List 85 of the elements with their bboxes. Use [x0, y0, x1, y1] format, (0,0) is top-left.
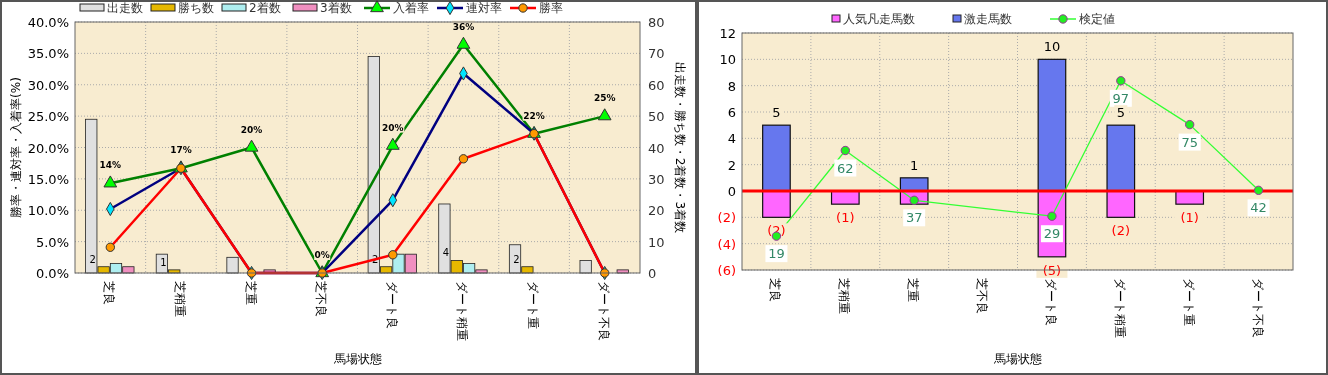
data-label: 5	[772, 105, 781, 121]
y2-tick-label: 40	[648, 140, 665, 156]
y-axis-title: 勝率・連対率・入着率(%)	[9, 77, 23, 218]
x-tick-label: ダート不良	[1250, 278, 1265, 338]
data-label: 1	[160, 256, 167, 268]
legend-label: 激走馬数	[964, 12, 1012, 26]
legend-label: 2着数	[249, 1, 281, 15]
legend-label: 連対率	[466, 1, 502, 15]
x-tick-label: ダート重	[1181, 278, 1196, 326]
data-label: 20%	[240, 124, 263, 135]
y-tick-label: 10.0%	[27, 203, 69, 219]
y2-tick-label: 10	[648, 234, 665, 250]
data-label: (1)	[836, 210, 855, 226]
y2-axis-title: 出走数・勝ち数・2着数・3着数	[673, 61, 687, 234]
data-label: 36%	[452, 21, 475, 32]
x-tick-label: 芝稍重	[172, 281, 187, 317]
data-label: 0%	[314, 250, 330, 260]
y-tick-label: 10	[719, 52, 736, 68]
y-tick-label: 4	[727, 131, 736, 147]
x-tick-label: 芝良	[102, 281, 117, 305]
legend-label: 出走数	[107, 1, 143, 15]
legend-label: 勝ち数	[178, 1, 214, 15]
y2-tick-label: 80	[648, 15, 665, 30]
y-tick-label: 25.0%	[27, 109, 69, 125]
data-label: 17%	[170, 145, 192, 156]
data-label: 19	[768, 246, 785, 262]
y-tick-label: 8	[727, 78, 736, 94]
x-tick-label: 芝良	[768, 278, 783, 302]
x-tick-label: ダート稍重	[1112, 278, 1127, 338]
x-tick-label: ダート稍重	[455, 281, 470, 341]
data-label: 75	[1181, 134, 1198, 150]
legend-label: 3着数	[320, 1, 352, 15]
x-axis-title: 馬場状態	[332, 352, 382, 366]
x-tick-label: ダート良	[384, 281, 399, 329]
x-tick-label: ダート重	[526, 281, 541, 329]
legend-label: 検定値	[1079, 12, 1115, 26]
y-tick-label: (6)	[717, 263, 736, 278]
data-label: 62	[837, 160, 854, 176]
data-label: 42	[1250, 200, 1267, 216]
y-tick-label: 2	[727, 157, 736, 173]
data-label: 14%	[99, 160, 122, 171]
y2-tick-label: 60	[648, 77, 665, 93]
y2-tick-label: 30	[648, 171, 665, 187]
x-tick-label: 芝重	[243, 281, 258, 305]
legend-label: 人気凡走馬数	[843, 12, 915, 26]
data-label: 2	[89, 253, 96, 265]
y-tick-label: 6	[727, 105, 736, 120]
y-tick-label: 12	[719, 26, 736, 41]
y-tick-label: 35.0%	[27, 46, 69, 62]
y-tick-label: (2)	[717, 210, 736, 226]
x-tick-label: 芝不良	[975, 278, 990, 314]
data-label: (2)	[1111, 223, 1131, 239]
x-tick-label: ダート良	[1043, 278, 1058, 326]
y2-tick-label: 0	[648, 266, 657, 281]
data-label: 97	[1112, 90, 1130, 106]
data-label: 2	[513, 253, 520, 265]
x-tick-label: 芝稍重	[837, 278, 852, 314]
x-axis-title: 馬場状態	[992, 352, 1042, 366]
y-tick-label: 0	[727, 184, 736, 199]
y2-tick-label: 70	[648, 46, 665, 62]
data-label: (5)	[1042, 262, 1062, 278]
legend-label: 入着率	[393, 1, 429, 15]
data-label: 1	[910, 157, 919, 173]
y-tick-label: (4)	[717, 236, 736, 252]
data-label: 20%	[382, 122, 404, 133]
y-tick-label: 15.0%	[27, 171, 69, 187]
y-tick-label: 0.0%	[35, 266, 69, 281]
x-tick-label: 芝不良	[314, 281, 329, 317]
data-label: 10	[1043, 39, 1061, 55]
y-tick-label: 30.0%	[27, 77, 69, 93]
data-label: 5	[1116, 105, 1125, 121]
data-label: 25%	[593, 93, 616, 104]
y-tick-label: 20.0%	[27, 140, 69, 156]
y-tick-label: 40.0%	[27, 15, 69, 30]
data-label: 4	[442, 247, 450, 259]
data-label: 22%	[523, 110, 545, 121]
y-tick-label: 5.0%	[35, 234, 69, 250]
x-tick-label: ダート不良	[596, 281, 611, 341]
y2-tick-label: 50	[648, 109, 665, 125]
data-label: 37	[905, 210, 923, 226]
x-tick-label: 芝重	[906, 278, 921, 302]
legend-label: 勝率	[539, 1, 563, 15]
y2-tick-label: 20	[648, 203, 665, 219]
data-label: (1)	[1180, 210, 1199, 226]
data-label: 29	[1043, 226, 1061, 242]
